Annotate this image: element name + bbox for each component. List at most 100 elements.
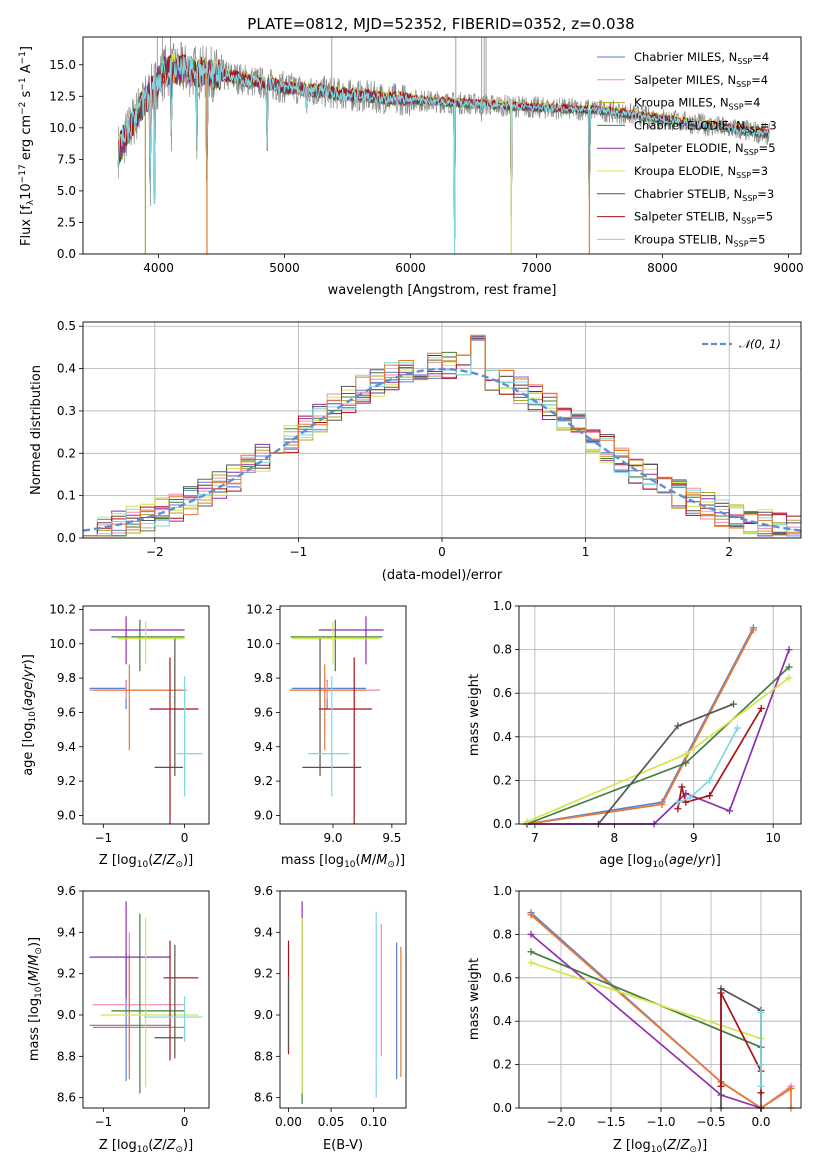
y-tick-label: 8.6 — [57, 1091, 76, 1105]
x-tick-label: −1 — [290, 545, 308, 559]
y-tick-label: 0.4 — [57, 362, 76, 376]
weight-point-marker — [785, 646, 793, 654]
spectrum-lines — [117, 37, 770, 254]
x-tick-label: 0.00 — [275, 1115, 302, 1129]
y-tick-label: 8.8 — [254, 1049, 273, 1063]
weight-point-marker — [527, 959, 535, 967]
legend-entry: Kroupa ELODIE, NSSP=3 — [634, 164, 768, 180]
y-tick-label: 8.8 — [57, 1049, 76, 1063]
weight-point-marker — [757, 1082, 765, 1090]
age-vs-z-panel: −1 0 9.0 9.2 9.4 9.6 9.8 10.0 10.2 Z [log10(Z/Z⊙… — [21, 602, 210, 870]
y-tick-label: 0.5 — [57, 319, 76, 333]
mass-vs-ebv-panel: 0.00 0.05 0.10 8.6 8.8 9.0 9.2 9.4 9.6 E(B-V) — [254, 884, 407, 1153]
x-tick-label: −1.5 — [596, 1115, 625, 1129]
residual-histograms — [83, 334, 801, 537]
mass-vs-ebv-xlabel: E(B-V) — [323, 1138, 363, 1153]
x-tick-label: 10 — [766, 831, 781, 845]
y-tick-label: 0.2 — [57, 446, 76, 460]
weight-vs-z-xlabel: Z [log10(Z/Z⊙)] — [613, 1138, 707, 1155]
weight-series-line — [530, 961, 762, 1040]
weight-series-line — [677, 727, 739, 803]
y-tick-label: 0.0 — [493, 817, 512, 831]
weight-point-marker — [726, 807, 734, 815]
spectrum-frame — [82, 36, 802, 255]
y-tick-label: 10.2 — [246, 602, 273, 616]
y-tick-label: 0.8 — [493, 643, 512, 657]
normal-legend-label: 𝒩(0, 1) — [739, 337, 781, 351]
x-tick-label: −0.5 — [696, 1115, 725, 1129]
weight-point-marker — [787, 1084, 795, 1092]
weight-point-marker — [717, 989, 725, 997]
x-tick-label: −2.0 — [546, 1115, 575, 1129]
y-tick-label: 0.4 — [493, 1014, 512, 1028]
x-tick-label: 6000 — [395, 261, 426, 275]
x-tick-label: −2 — [146, 545, 164, 559]
y-tick-label: 0.2 — [493, 773, 512, 787]
legend-entry: Salpeter ELODIE, NSSP=5 — [634, 141, 776, 157]
weight-point-marker — [757, 1009, 765, 1017]
errorbar-set — [89, 616, 203, 824]
y-tick-label: 5.0 — [57, 184, 76, 198]
y-tick-label: 9.2 — [57, 967, 76, 981]
y-tick-label: 9.0 — [57, 808, 76, 822]
y-tick-label: 1.0 — [493, 884, 512, 898]
weight-point-marker — [757, 704, 765, 712]
x-tick-label: 7 — [531, 831, 539, 845]
x-tick-label: 8 — [611, 831, 619, 845]
model-spectrum-line — [117, 55, 770, 239]
mass-vs-z-ticks: −1 0 8.6 8.8 9.0 9.2 9.4 9.6 — [57, 884, 189, 1129]
age-vs-mass-xlabel: mass [log10(M/M⊙)] — [281, 853, 405, 870]
mass-vs-ebv-plot-area — [287, 901, 402, 1104]
spectrum-panel: 4000 5000 6000 7000 8000 9000 0.0 2.5 5.0 7.5 10.0… — [18, 36, 804, 298]
x-tick-label: 1 — [582, 545, 590, 559]
weight-vs-z-ticks: −2.0 −1.5 −1.0 −0.5 0.0 0.0 0.2 0.4 0.6 0.8 1.0 — [493, 884, 771, 1129]
weight-point-marker — [729, 700, 737, 708]
weight-point-marker — [674, 722, 682, 730]
weight-point-marker — [757, 1061, 765, 1069]
weight-point-marker — [706, 776, 714, 784]
y-tick-label: 9.4 — [254, 740, 273, 754]
x-tick-label: 2 — [725, 545, 733, 559]
y-tick-label: 7.5 — [57, 152, 76, 166]
x-tick-label: 9.5 — [382, 831, 401, 845]
residual-ylabel: Normed distribution — [29, 365, 44, 495]
y-tick-label: 9.0 — [57, 1008, 76, 1022]
y-tick-label: 9.8 — [254, 671, 273, 685]
errorbar-set — [289, 616, 384, 824]
weight-point-marker — [674, 805, 682, 813]
weight-point-marker — [757, 1089, 765, 1097]
residual-step-line — [83, 338, 801, 537]
residual-ticks: −2 −1 0 1 2 0.0 0.1 0.2 0.3 0.4 0.5 — [57, 319, 733, 559]
age-vs-mass-panel: 9.0 9.5 9.0 9.2 9.4 9.6 9.8 10.0 10.2 mass [log1… — [246, 602, 407, 870]
y-tick-label: 12.5 — [49, 89, 76, 103]
weight-point-marker — [527, 930, 535, 938]
weight-point-marker — [717, 1082, 725, 1090]
mass-vs-z-plot-area — [89, 901, 203, 1094]
weight-vs-z-grid — [519, 890, 801, 1109]
legend-entry: Kroupa MILES, NSSP=4 — [634, 96, 760, 112]
y-tick-label: 9.2 — [254, 967, 273, 981]
spectrum-legend: Chabrier MILES, NSSP=4 Salpeter MILES, NS… — [597, 50, 777, 248]
y-tick-label: 10.0 — [49, 637, 76, 651]
errorbar-set — [287, 901, 402, 1104]
y-tick-label: 10.0 — [246, 637, 273, 651]
weight-point-marker — [686, 794, 694, 802]
y-tick-label: 9.6 — [57, 705, 76, 719]
y-tick-label: 0.0 — [57, 531, 76, 545]
y-tick-label: 10.2 — [49, 602, 76, 616]
weight-point-marker — [785, 663, 793, 671]
y-tick-label: 9.6 — [254, 705, 273, 719]
y-tick-label: 8.6 — [254, 1091, 273, 1105]
y-tick-label: 9.0 — [254, 808, 273, 822]
weight-series-line — [526, 629, 755, 825]
x-tick-label: 0 — [438, 545, 446, 559]
age-vs-z-plot-area — [89, 616, 203, 824]
weight-point-marker — [733, 724, 741, 732]
weight-vs-age-panel: 7 8 9 10 0.0 0.2 0.4 0.6 0.8 1.0 age [log10(age/y… — [467, 599, 802, 870]
x-tick-label: 0 — [181, 1115, 189, 1129]
legend-entry: Salpeter MILES, NSSP=4 — [634, 73, 768, 89]
y-tick-label: 9.4 — [57, 740, 76, 754]
legend-entry: Chabrier MILES, NSSP=4 — [634, 50, 769, 66]
weight-vs-z-plot-area — [527, 909, 795, 1112]
